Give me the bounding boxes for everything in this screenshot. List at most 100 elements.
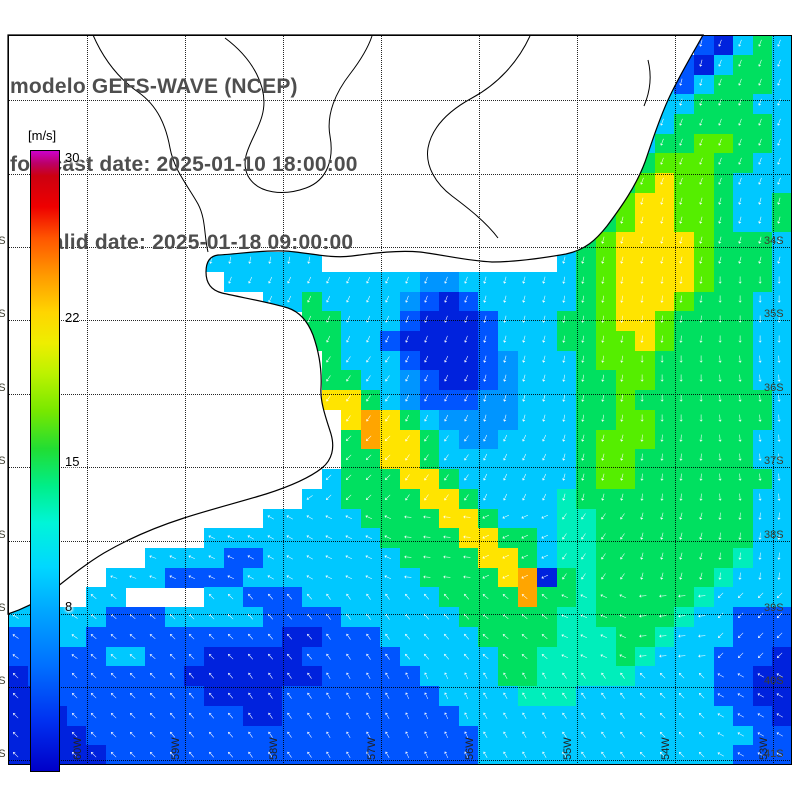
wind-direction-arrow: ↑ [538,470,550,486]
wind-speed-cell [458,725,480,746]
wind-direction-arrow: ↑ [381,292,393,309]
wind-direction-arrow: ↑ [379,511,395,524]
wind-direction-arrow: ↑ [105,609,121,623]
wind-speed-cell [517,646,538,667]
wind-direction-arrow: ↑ [440,332,452,348]
wind-direction-arrow: ↑ [361,726,374,742]
wind-speed-cell [654,607,676,628]
wind-speed-cell [8,725,29,746]
wind-direction-arrow: ↑ [693,668,708,683]
wind-direction-arrow: ↑ [458,589,473,604]
wind-speed-cell [164,626,186,648]
wind-speed-cell [654,508,676,529]
wind-speed-cell [556,409,578,431]
wind-speed-cell [674,311,695,332]
wind-speed-cell [654,271,676,293]
wind-speed-cell [125,646,146,667]
wind-speed-cell [204,626,225,648]
wind-direction-arrow: ↑ [340,490,356,505]
wind-direction-arrow: ↑ [321,608,335,624]
wind-direction-arrow: ↑ [223,608,238,624]
wind-speed-cell [654,488,676,510]
wind-direction-arrow: ↑ [598,233,608,249]
wind-speed-cell [360,686,382,707]
wind-direction-arrow: ↑ [773,95,785,111]
wind-direction-arrow: ↑ [595,610,611,622]
wind-speed-cell [360,330,382,352]
latitude-gridline [8,614,792,615]
wind-speed-cell [635,311,656,332]
wind-speed-cell [654,725,676,746]
wind-speed-cell [360,508,382,529]
wind-speed-cell [360,666,382,687]
wind-direction-arrow: ↑ [536,531,552,543]
wind-speed-cell [8,587,29,608]
wind-speed-cell [164,745,186,765]
wind-speed-cell [458,271,480,293]
wind-speed-cell [400,508,421,529]
wind-direction-arrow: ↑ [340,451,356,466]
wind-direction-arrow: ↑ [734,36,746,52]
wind-speed-cell [576,449,597,470]
wind-speed-cell [674,725,695,746]
latitude-gridline [8,760,792,761]
wind-direction-arrow: ↑ [771,688,787,701]
wind-direction-arrow: ↑ [320,551,337,563]
wind-direction-arrow: ↑ [420,371,433,387]
wind-speed-cell [694,390,715,411]
wind-speed-cell [752,252,774,273]
wind-direction-arrow: ↑ [361,352,375,367]
wind-speed-cell [694,587,715,608]
wind-direction-arrow: ↑ [223,667,238,683]
wind-direction-arrow: ↑ [576,549,590,565]
wind-direction-arrow: ↑ [734,134,746,151]
wind-direction-arrow: ↑ [536,648,552,663]
wind-direction-arrow: ↑ [676,253,686,269]
wind-direction-arrow: ↑ [774,233,784,249]
wind-speed-cell [615,409,636,431]
wind-speed-cell [321,587,342,608]
wind-speed-cell [576,666,597,687]
wind-speed-cell [8,626,29,648]
wind-speed-cell [694,291,715,312]
wind-direction-arrow: ↑ [754,36,765,52]
wind-speed-cell [674,449,695,470]
wind-speed-cell [596,409,617,431]
wind-direction-arrow: ↑ [555,649,572,662]
wind-speed-cell [400,626,421,648]
wind-speed-cell [537,587,558,608]
wind-direction-arrow: ↑ [615,509,629,525]
wind-direction-arrow: ↑ [440,351,452,368]
wind-direction-arrow: ↑ [401,371,413,387]
wind-direction-arrow: ↑ [500,273,510,289]
lon-label: 56W [464,737,476,760]
wind-direction-arrow: ↑ [737,273,743,288]
wind-speed-cell [752,666,774,687]
wind-direction-arrow: ↑ [144,571,160,582]
wind-direction-arrow: ↑ [576,529,590,545]
wind-speed-cell [713,330,734,352]
wind-direction-arrow: ↑ [657,470,666,486]
wind-direction-arrow: ↑ [676,529,686,545]
wind-speed-cell [164,607,186,628]
wind-direction-arrow: ↑ [656,95,667,111]
wind-speed-cell [733,370,754,391]
wind-direction-arrow: ↑ [223,648,238,663]
wind-direction-arrow: ↑ [282,687,296,703]
wind-direction-arrow: ↑ [203,667,218,683]
wind-speed-cell [498,488,519,510]
wind-speed-cell [439,626,460,648]
wind-direction-arrow: ↑ [678,392,685,406]
wind-direction-arrow: ↑ [517,589,532,604]
wind-direction-arrow: ↑ [736,490,744,505]
wind-speed-cell [478,745,499,765]
wind-speed-cell [713,113,734,135]
longitude-gridline [381,35,382,765]
wind-direction-arrow: ↑ [516,570,533,583]
wind-speed-cell [576,587,597,608]
wind-speed-cell [733,173,754,194]
wind-speed-cell [615,646,636,667]
wind-direction-arrow: ↑ [281,511,297,524]
wind-direction-arrow: ↑ [400,431,414,446]
wind-direction-arrow: ↑ [579,332,588,348]
